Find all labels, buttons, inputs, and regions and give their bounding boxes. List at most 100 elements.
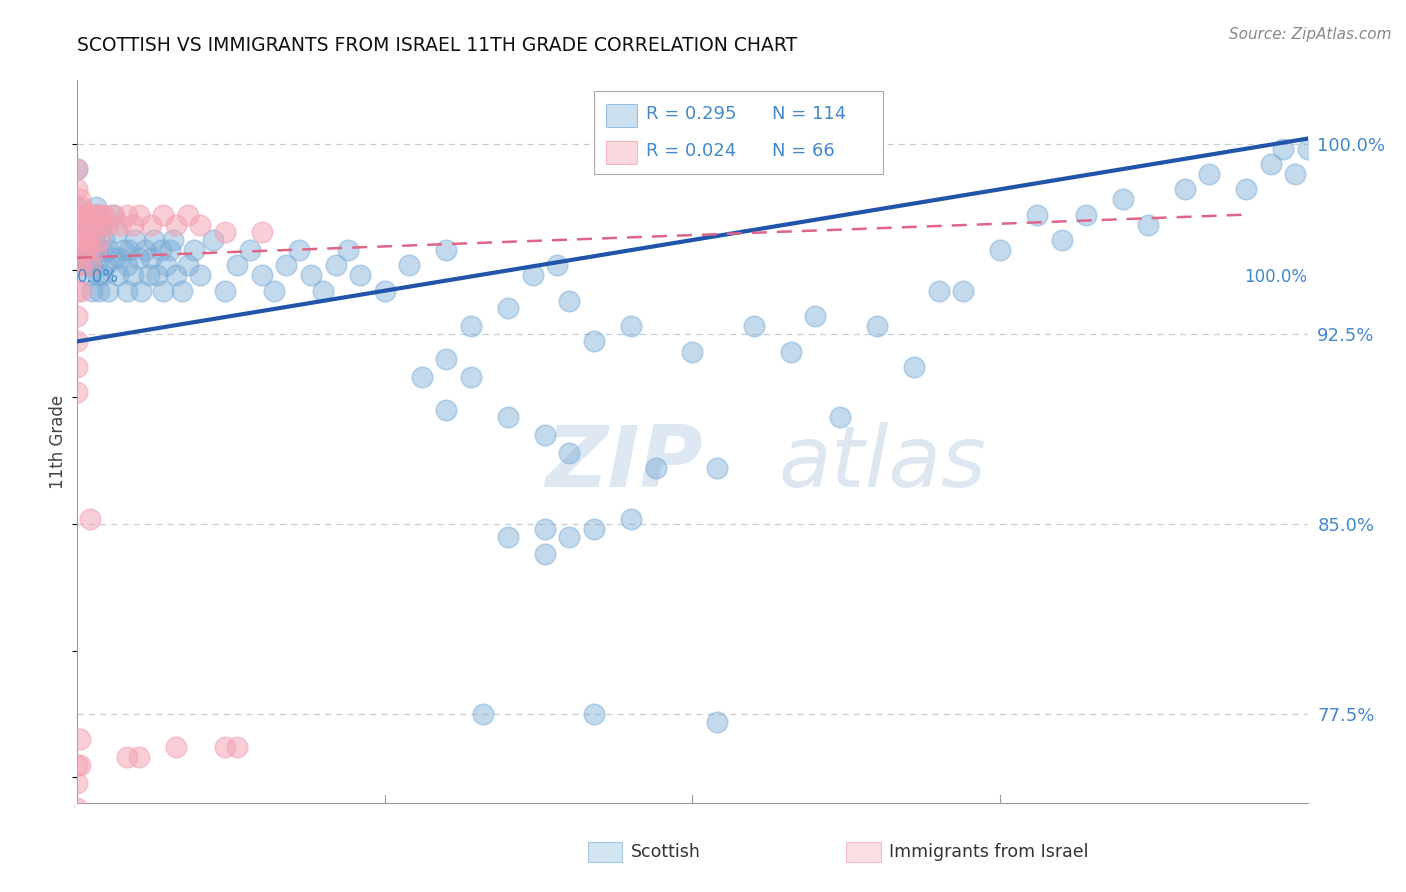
Point [87,208,110,222]
Point [69,212,91,227]
Point [150,243,173,257]
Point [460,319,482,334]
Point [682,344,704,359]
Point [115,750,138,764]
Point [1272,142,1295,156]
Point [90,243,114,257]
Point [201,233,224,247]
Point [436,402,458,417]
Point [263,284,285,298]
Point [534,522,557,536]
Point [162,233,184,247]
Point [780,344,803,359]
Point [177,258,200,272]
Point [472,707,495,722]
Point [69,218,91,232]
Point [299,268,322,283]
Point [86,243,108,257]
Point [1050,233,1073,247]
Point [82,258,104,272]
Point [141,218,163,232]
Point [804,309,827,323]
Point [1136,218,1159,232]
Point [128,251,150,265]
Point [66,161,89,176]
Point [134,243,156,257]
Point [1296,142,1319,156]
Point [165,218,187,232]
Point [70,258,93,272]
Point [87,268,110,283]
Point [165,268,187,283]
Point [89,233,111,247]
Point [66,233,89,247]
Point [583,707,606,722]
FancyBboxPatch shape [595,91,883,174]
Point [534,428,557,442]
Point [66,208,89,222]
Point [460,370,482,384]
Point [214,284,236,298]
Point [115,208,138,222]
Point [66,309,89,323]
Point [79,208,101,222]
Point [66,284,89,298]
Point [558,293,581,308]
Point [496,410,519,425]
Point [84,218,107,232]
FancyBboxPatch shape [846,842,880,862]
Point [118,243,141,257]
Point [558,446,581,460]
Point [112,243,135,257]
Point [141,251,163,265]
Point [152,208,174,222]
Text: N = 114: N = 114 [772,105,846,123]
Point [73,218,96,232]
Point [94,258,117,272]
Point [103,251,125,265]
Text: Source: ZipAtlas.com: Source: ZipAtlas.com [1229,27,1392,42]
Point [79,233,101,247]
Point [72,251,94,265]
Point [66,258,89,272]
Point [69,243,91,257]
Point [82,218,104,232]
Point [66,359,89,374]
Point [79,268,101,283]
Point [250,268,273,283]
Point [69,732,91,747]
Point [66,826,89,840]
Point [101,208,124,222]
Point [90,208,112,222]
Point [110,218,132,232]
Point [66,334,89,349]
Point [226,739,249,754]
Point [239,243,262,257]
Point [398,258,420,272]
Point [66,226,89,240]
Point [188,268,212,283]
Point [250,226,273,240]
Point [620,319,643,334]
Point [534,547,557,561]
Text: N = 66: N = 66 [772,142,835,160]
Point [183,243,205,257]
Point [436,243,458,257]
Point [103,208,125,222]
Point [152,284,174,298]
Y-axis label: 11th Grade: 11th Grade [49,394,67,489]
Point [1174,182,1197,196]
Point [155,258,177,272]
Point [72,218,94,232]
Point [83,208,105,222]
Point [644,461,666,475]
Point [214,739,236,754]
Point [706,461,728,475]
Point [583,334,606,349]
Point [124,233,146,247]
Point [70,200,93,214]
Point [107,268,129,283]
Text: Scottish: Scottish [631,843,700,861]
Point [138,268,160,283]
Point [1076,208,1098,222]
